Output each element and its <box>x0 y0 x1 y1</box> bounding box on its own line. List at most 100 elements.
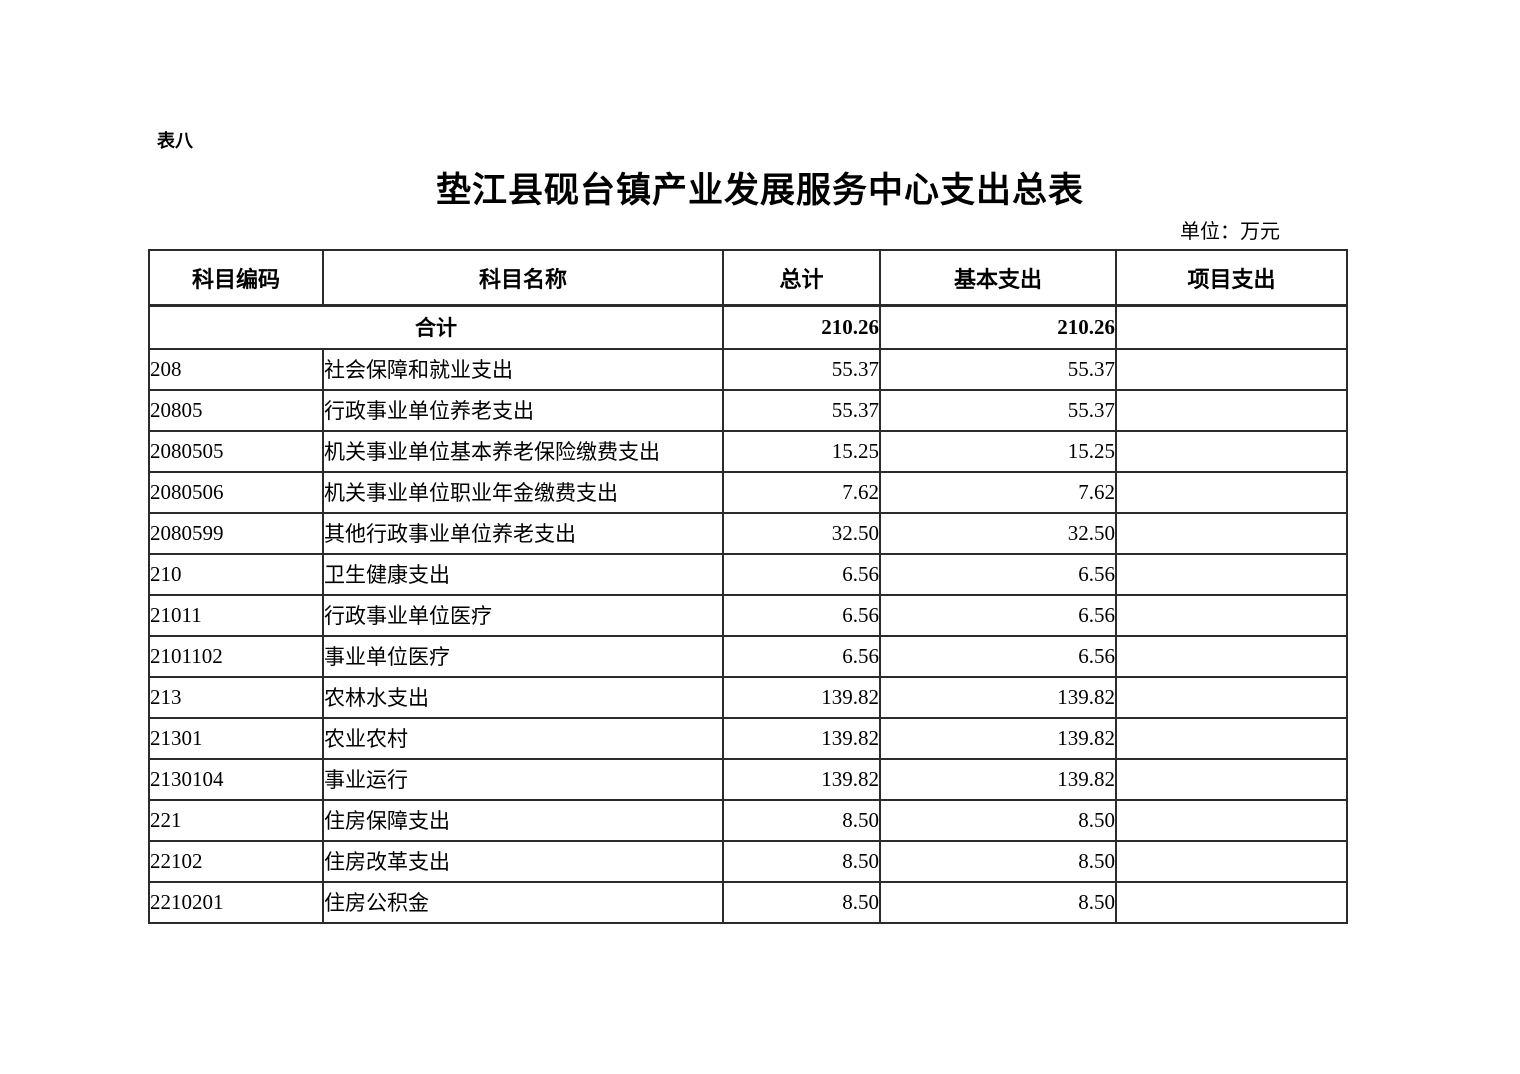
table-row: 221 住房保障支出 8.50 8.50 <box>148 798 1348 842</box>
cell-project <box>1115 429 1348 473</box>
cell-name: 其他行政事业单位养老支出 <box>322 511 724 555</box>
page-title: 垫江县砚台镇产业发展服务中心支出总表 <box>435 171 1084 210</box>
cell-total: 7.62 <box>722 470 881 514</box>
table-row: 2080506 机关事业单位职业年金缴费支出 7.62 7.62 <box>148 470 1348 514</box>
cell-name: 机关事业单位职业年金缴费支出 <box>322 470 724 514</box>
cell-total: 139.82 <box>722 675 881 719</box>
cell-name: 事业单位医疗 <box>322 634 724 678</box>
expenditure-table: 科目编码 科目名称 总计 基本支出 项目支出 合计 210.26 210.26 … <box>148 249 1348 924</box>
table-row: 22102 住房改革支出 8.50 8.50 <box>148 839 1348 883</box>
table-row: 208 社会保障和就业支出 55.37 55.37 <box>148 347 1348 391</box>
cell-basic: 7.62 <box>879 470 1117 514</box>
cell-project <box>1115 388 1348 432</box>
col-header-project-exp: 项目支出 <box>1115 249 1348 307</box>
table-row: 2130104 事业运行 139.82 139.82 <box>148 757 1348 801</box>
table-row: 213 农林水支出 139.82 139.82 <box>148 675 1348 719</box>
cell-name: 行政事业单位医疗 <box>322 593 724 637</box>
cell-total-label: 合计 <box>148 304 724 350</box>
cell-basic: 6.56 <box>879 552 1117 596</box>
cell-total: 15.25 <box>722 429 881 473</box>
cell-name: 机关事业单位基本养老保险缴费支出 <box>322 429 724 473</box>
cell-project <box>1115 634 1348 678</box>
cell-basic: 55.37 <box>879 347 1117 391</box>
table-row: 2101102 事业单位医疗 6.56 6.56 <box>148 634 1348 678</box>
cell-basic: 6.56 <box>879 634 1117 678</box>
cell-code: 2080599 <box>148 511 324 555</box>
cell-name: 事业运行 <box>322 757 724 801</box>
cell-project <box>1115 511 1348 555</box>
cell-code: 213 <box>148 675 324 719</box>
cell-code: 22102 <box>148 839 324 883</box>
cell-project <box>1115 839 1348 883</box>
cell-project <box>1115 593 1348 637</box>
cell-total: 55.37 <box>722 347 881 391</box>
cell-basic: 15.25 <box>879 429 1117 473</box>
cell-name: 住房保障支出 <box>322 798 724 842</box>
table-header-row: 科目编码 科目名称 总计 基本支出 项目支出 <box>148 249 1348 307</box>
cell-project <box>1115 470 1348 514</box>
cell-total: 6.56 <box>722 634 881 678</box>
cell-name: 社会保障和就业支出 <box>322 347 724 391</box>
cell-code: 2080506 <box>148 470 324 514</box>
table-row: 21011 行政事业单位医疗 6.56 6.56 <box>148 593 1348 637</box>
cell-code: 2101102 <box>148 634 324 678</box>
cell-project <box>1115 716 1348 760</box>
cell-name: 卫生健康支出 <box>322 552 724 596</box>
cell-name: 住房改革支出 <box>322 839 724 883</box>
cell-total: 55.37 <box>722 388 881 432</box>
cell-basic: 8.50 <box>879 880 1117 924</box>
cell-total-project <box>1115 304 1348 350</box>
cell-total: 6.56 <box>722 552 881 596</box>
cell-project <box>1115 347 1348 391</box>
cell-basic: 6.56 <box>879 593 1117 637</box>
table-row: 2080599 其他行政事业单位养老支出 32.50 32.50 <box>148 511 1348 555</box>
cell-name: 住房公积金 <box>322 880 724 924</box>
cell-total: 32.50 <box>722 511 881 555</box>
cell-code: 208 <box>148 347 324 391</box>
col-header-subject-code: 科目编码 <box>148 249 324 307</box>
total-row: 合计 210.26 210.26 <box>148 304 1348 350</box>
cell-code: 2080505 <box>148 429 324 473</box>
table-row: 210 卫生健康支出 6.56 6.56 <box>148 552 1348 596</box>
cell-total: 8.50 <box>722 880 881 924</box>
cell-code: 221 <box>148 798 324 842</box>
table-row: 2210201 住房公积金 8.50 8.50 <box>148 880 1348 924</box>
cell-project <box>1115 552 1348 596</box>
cell-code: 21301 <box>148 716 324 760</box>
cell-total: 139.82 <box>722 757 881 801</box>
cell-project <box>1115 757 1348 801</box>
cell-basic: 139.82 <box>879 716 1117 760</box>
col-header-basic-exp: 基本支出 <box>879 249 1117 307</box>
cell-total: 8.50 <box>722 798 881 842</box>
cell-code: 2210201 <box>148 880 324 924</box>
cell-total: 139.82 <box>722 716 881 760</box>
cell-total-basic: 210.26 <box>879 304 1117 350</box>
cell-total-total: 210.26 <box>722 304 881 350</box>
cell-project <box>1115 798 1348 842</box>
table-number-label: 表八 <box>157 131 193 151</box>
cell-code: 210 <box>148 552 324 596</box>
col-header-subject-name: 科目名称 <box>322 249 724 307</box>
cell-code: 20805 <box>148 388 324 432</box>
cell-basic: 8.50 <box>879 798 1117 842</box>
cell-code: 2130104 <box>148 757 324 801</box>
cell-basic: 55.37 <box>879 388 1117 432</box>
table-row: 20805 行政事业单位养老支出 55.37 55.37 <box>148 388 1348 432</box>
cell-name: 行政事业单位养老支出 <box>322 388 724 432</box>
table-row: 21301 农业农村 139.82 139.82 <box>148 716 1348 760</box>
cell-basic: 32.50 <box>879 511 1117 555</box>
cell-name: 农林水支出 <box>322 675 724 719</box>
cell-basic: 139.82 <box>879 675 1117 719</box>
cell-basic: 139.82 <box>879 757 1117 801</box>
col-header-total: 总计 <box>722 249 881 307</box>
cell-total: 8.50 <box>722 839 881 883</box>
cell-project <box>1115 675 1348 719</box>
cell-basic: 8.50 <box>879 839 1117 883</box>
cell-total: 6.56 <box>722 593 881 637</box>
unit-note: 单位：万元 <box>1180 221 1280 243</box>
cell-code: 21011 <box>148 593 324 637</box>
table-row: 2080505 机关事业单位基本养老保险缴费支出 15.25 15.25 <box>148 429 1348 473</box>
cell-project <box>1115 880 1348 924</box>
cell-name: 农业农村 <box>322 716 724 760</box>
